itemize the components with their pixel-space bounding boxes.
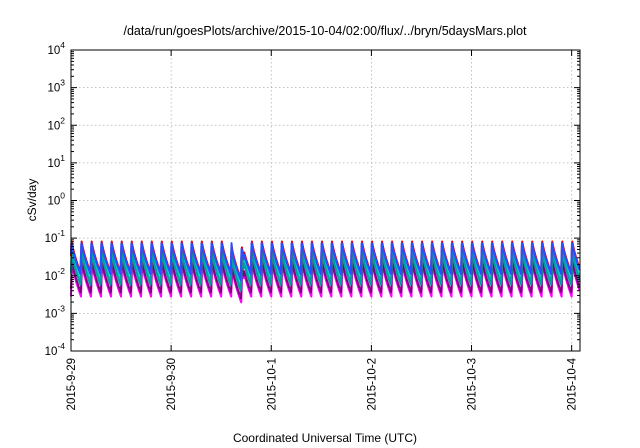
x-tick-label: 2015-9-29 xyxy=(66,358,78,410)
y-tick-labels: 10-4 10-3 10-2 10-1 100 101 102 103 104 xyxy=(45,40,66,358)
x-tick-labels: 2015-9-29 2015-9-30 2015-10-1 2015-10-2 2015… xyxy=(66,357,579,410)
x-tick-label: 2015-10-1 xyxy=(266,358,278,410)
x-tick-label: 2015-10-4 xyxy=(567,357,579,410)
y-tick-label: 101 xyxy=(47,153,65,170)
series-line xyxy=(70,250,581,292)
series-lines xyxy=(70,240,581,304)
series-line xyxy=(70,260,581,300)
y-tick-label: 104 xyxy=(47,40,65,57)
x-axis-label: Coordinated Universal Time (UTC) xyxy=(233,431,417,445)
y-axis-label: cSv/day xyxy=(25,179,39,222)
chart-title: /data/run/goesPlots/archive/2015-10-04/0… xyxy=(123,24,527,38)
y-tick-label: 103 xyxy=(47,78,65,95)
y-tick-label: 10-2 xyxy=(45,266,66,283)
grid xyxy=(71,50,580,351)
y-tick-label: 102 xyxy=(47,115,65,132)
x-tick-label: 2015-10-3 xyxy=(467,358,479,410)
series-line xyxy=(70,242,581,281)
axis-ticks xyxy=(70,49,580,352)
y-tick-label: 10-3 xyxy=(45,303,66,320)
x-tick-label: 2015-10-2 xyxy=(366,358,378,410)
y-tick-label: 10-4 xyxy=(45,341,66,358)
y-tick-label: 10-1 xyxy=(45,228,66,245)
x-tick-label: 2015-9-30 xyxy=(166,358,178,410)
y-tick-label: 100 xyxy=(47,191,65,208)
